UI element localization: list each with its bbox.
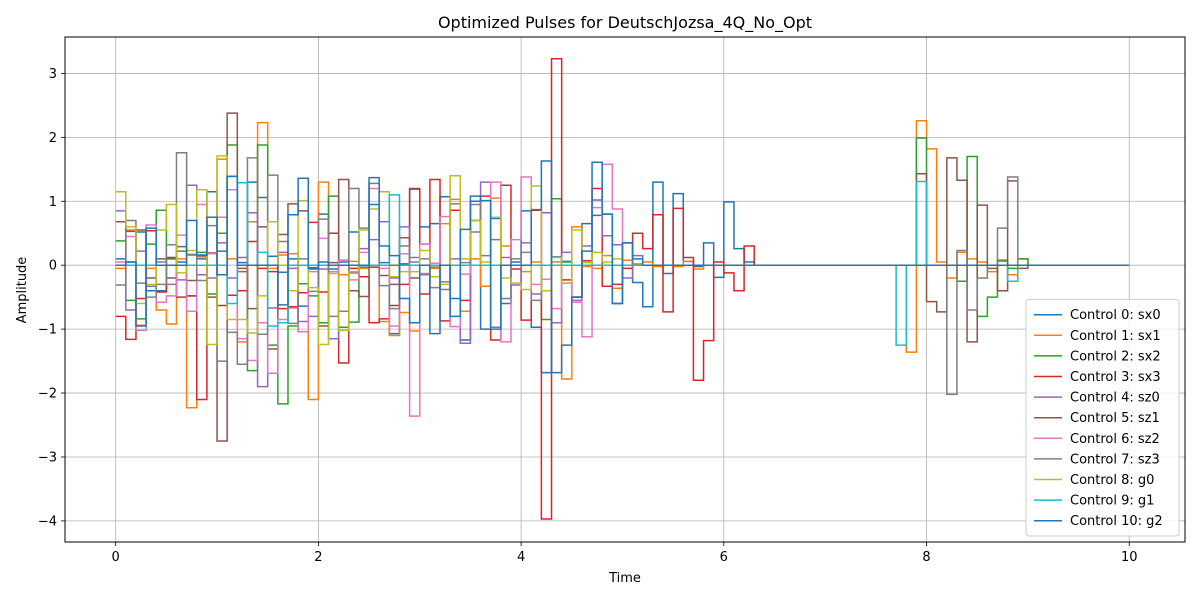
y-tick-label: −2 [38,387,57,402]
x-tick-label: 2 [314,550,322,565]
legend-label: Control 8: g0 [1070,473,1154,488]
legend-label: Control 5: sz1 [1070,411,1160,426]
plot-frame [64,36,1186,543]
legend: Control 0: sx0 Control 1: sx1 Control 2: s… [1025,298,1180,537]
legend-label: Control 0: sx0 [1070,308,1161,323]
y-tick-label: 0 [49,259,57,274]
plot-area [115,57,1130,520]
y-axis-title: Amplitude [15,257,30,324]
x-tick-label: 6 [720,550,728,565]
legend-label: Control 10: g2 [1070,514,1163,529]
chart-title: Optimized Pulses for DeutschJozsa_4Q_No_… [438,13,812,33]
x-axis: 0 2 4 6 8 10 [112,542,1138,565]
legend-label: Control 6: sz2 [1070,432,1160,447]
legend-label: Control 2: sx2 [1070,349,1161,364]
series-line-10 [115,160,1130,374]
y-tick-label: −1 [38,323,57,338]
legend-label: Control 7: sz3 [1070,452,1160,467]
x-axis-title: Time [608,571,641,586]
legend-label: Control 3: sx3 [1070,370,1161,385]
legend-label: Control 9: g1 [1070,494,1154,509]
legend-box [1025,298,1180,537]
legend-label: Control 1: sx1 [1070,329,1161,344]
x-tick-label: 8 [922,550,930,565]
y-tick-label: 3 [49,67,57,82]
y-tick-label: −3 [38,450,57,465]
x-tick-label: 10 [1121,550,1138,565]
y-tick-label: 1 [49,195,57,210]
x-tick-label: 0 [112,550,120,565]
legend-label: Control 4: sz0 [1070,391,1160,406]
y-tick-label: 2 [49,131,57,146]
x-tick-label: 4 [517,550,525,565]
y-axis: −4 −3 −2 −1 0 1 2 3 [38,67,65,529]
y-tick-label: −4 [38,514,57,529]
